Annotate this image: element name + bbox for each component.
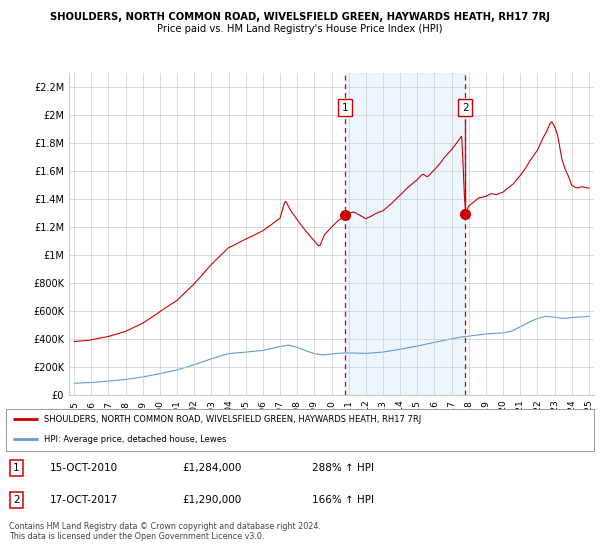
Text: 15-OCT-2010: 15-OCT-2010 bbox=[50, 464, 118, 473]
Text: £1,290,000: £1,290,000 bbox=[182, 495, 242, 505]
Text: 1: 1 bbox=[13, 464, 20, 473]
Text: Price paid vs. HM Land Registry's House Price Index (HPI): Price paid vs. HM Land Registry's House … bbox=[157, 24, 443, 34]
Text: 1: 1 bbox=[342, 103, 349, 113]
Bar bbox=[345, 73, 465, 395]
Text: 2: 2 bbox=[462, 103, 469, 113]
Text: £1,284,000: £1,284,000 bbox=[182, 464, 242, 473]
Text: 17-OCT-2017: 17-OCT-2017 bbox=[50, 495, 118, 505]
Text: Contains HM Land Registry data © Crown copyright and database right 2024.
This d: Contains HM Land Registry data © Crown c… bbox=[9, 522, 321, 542]
Text: 2: 2 bbox=[13, 495, 20, 505]
Text: HPI: Average price, detached house, Lewes: HPI: Average price, detached house, Lewe… bbox=[44, 435, 227, 444]
Text: SHOULDERS, NORTH COMMON ROAD, WIVELSFIELD GREEN, HAYWARDS HEATH, RH17 7RJ: SHOULDERS, NORTH COMMON ROAD, WIVELSFIEL… bbox=[44, 415, 421, 424]
Text: 288% ↑ HPI: 288% ↑ HPI bbox=[312, 464, 374, 473]
Text: 166% ↑ HPI: 166% ↑ HPI bbox=[312, 495, 374, 505]
Text: SHOULDERS, NORTH COMMON ROAD, WIVELSFIELD GREEN, HAYWARDS HEATH, RH17 7RJ: SHOULDERS, NORTH COMMON ROAD, WIVELSFIEL… bbox=[50, 12, 550, 22]
